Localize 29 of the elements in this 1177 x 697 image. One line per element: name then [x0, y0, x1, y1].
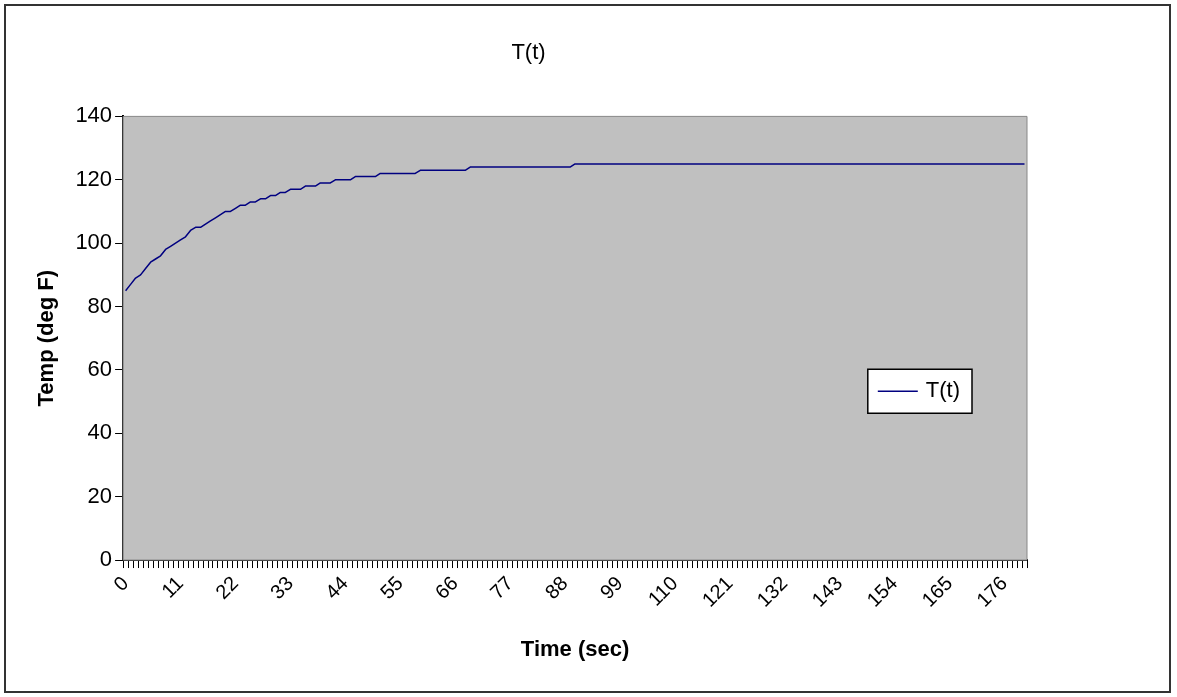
y-axis-title: Temp (deg F)	[33, 269, 59, 407]
y-tick-label: 100	[75, 229, 113, 255]
x-tick-label: 121	[697, 571, 737, 611]
x-tick-label: 22	[210, 571, 243, 603]
x-tick-label: 0	[108, 571, 133, 596]
x-tick-label: 176	[972, 571, 1012, 611]
y-tick-label: 40	[87, 419, 113, 445]
legend-label: T(t)	[925, 377, 960, 403]
y-tick-label: 60	[87, 355, 113, 381]
x-tick-label: 99	[595, 571, 627, 603]
y-tick-label: 80	[87, 292, 113, 318]
x-tick-label: 11	[157, 571, 188, 602]
y-tick-label: 140	[75, 102, 113, 128]
x-tick-label: 33	[265, 571, 298, 603]
x-tick-label: 55	[375, 571, 407, 603]
x-tick-label: 110	[643, 571, 682, 610]
x-tick-label: 44	[320, 571, 353, 603]
x-tick-label: 143	[807, 571, 847, 611]
y-tick-label: 0	[99, 546, 113, 572]
x-tick-label: 154	[862, 571, 902, 611]
x-axis-title: Time (sec)	[520, 635, 630, 661]
x-tick-label: 88	[540, 571, 572, 603]
x-tick-label: 165	[917, 571, 957, 611]
x-tick-label: 132	[752, 571, 792, 611]
y-tick-label: 120	[75, 165, 113, 191]
x-tick-label: 66	[430, 571, 462, 603]
y-tick-label: 20	[87, 482, 113, 508]
x-tick-label: 77	[485, 571, 517, 603]
chart-title: T(t)	[511, 39, 546, 65]
